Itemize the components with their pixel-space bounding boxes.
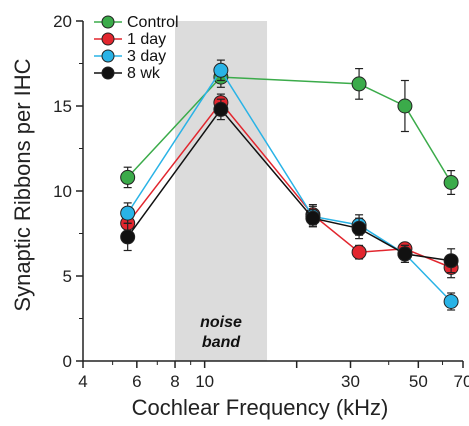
legend-swatch-marker: [101, 49, 115, 63]
noise-band-label-line1: noise: [200, 314, 242, 331]
legend-label: 1 day: [127, 31, 166, 48]
y-axis-title: Synaptic Ribbons per IHC: [10, 58, 35, 311]
x-tick-label: 30: [341, 372, 360, 391]
data-point: [397, 98, 413, 114]
x-axis-ticks: 4 6 8 10 30 50 70: [78, 361, 469, 391]
y-tick-label: 15: [53, 97, 72, 116]
legend-label: 3 day: [127, 48, 166, 65]
series-line: [127, 101, 452, 269]
x-tick-label: 50: [409, 372, 428, 391]
series-line: [127, 68, 452, 303]
x-tick-label: 6: [132, 372, 141, 391]
y-tick-label: 5: [63, 267, 72, 286]
legend-swatch-marker: [101, 66, 115, 80]
x-tick-label: 70: [454, 372, 469, 391]
x-tick-label: 4: [78, 372, 87, 391]
series-control: [120, 66, 459, 195]
data-point: [305, 210, 321, 226]
legend-swatch-marker: [101, 15, 115, 29]
data-point: [213, 62, 229, 78]
data-point: [351, 220, 367, 236]
legend-label: 8 wk: [127, 65, 161, 82]
data-point: [397, 246, 413, 262]
legend-swatch-marker: [101, 32, 115, 46]
data-point: [120, 169, 136, 185]
data-point: [443, 253, 459, 269]
series-8-wk: [120, 98, 459, 274]
data-point: [120, 229, 136, 245]
y-axis-ticks: 0 5 10 15 20: [53, 12, 83, 371]
legend-label: Control: [127, 14, 179, 31]
data-point: [213, 101, 229, 117]
data-point: [351, 76, 367, 92]
data-point: [443, 175, 459, 190]
x-axis-title: Cochlear Frequency (kHz): [132, 395, 389, 420]
x-tick-label: 8: [170, 372, 179, 391]
y-tick-label: 10: [53, 182, 72, 201]
data-point: [351, 244, 367, 260]
noise-band-label-line2: band: [202, 334, 241, 351]
x-tick-label: 10: [195, 372, 214, 391]
series-line: [127, 108, 452, 262]
y-tick-label: 20: [53, 12, 72, 31]
data-point: [120, 205, 136, 221]
y-tick-label: 0: [63, 352, 72, 371]
data-point: [443, 294, 459, 309]
series-layer: [120, 59, 459, 311]
